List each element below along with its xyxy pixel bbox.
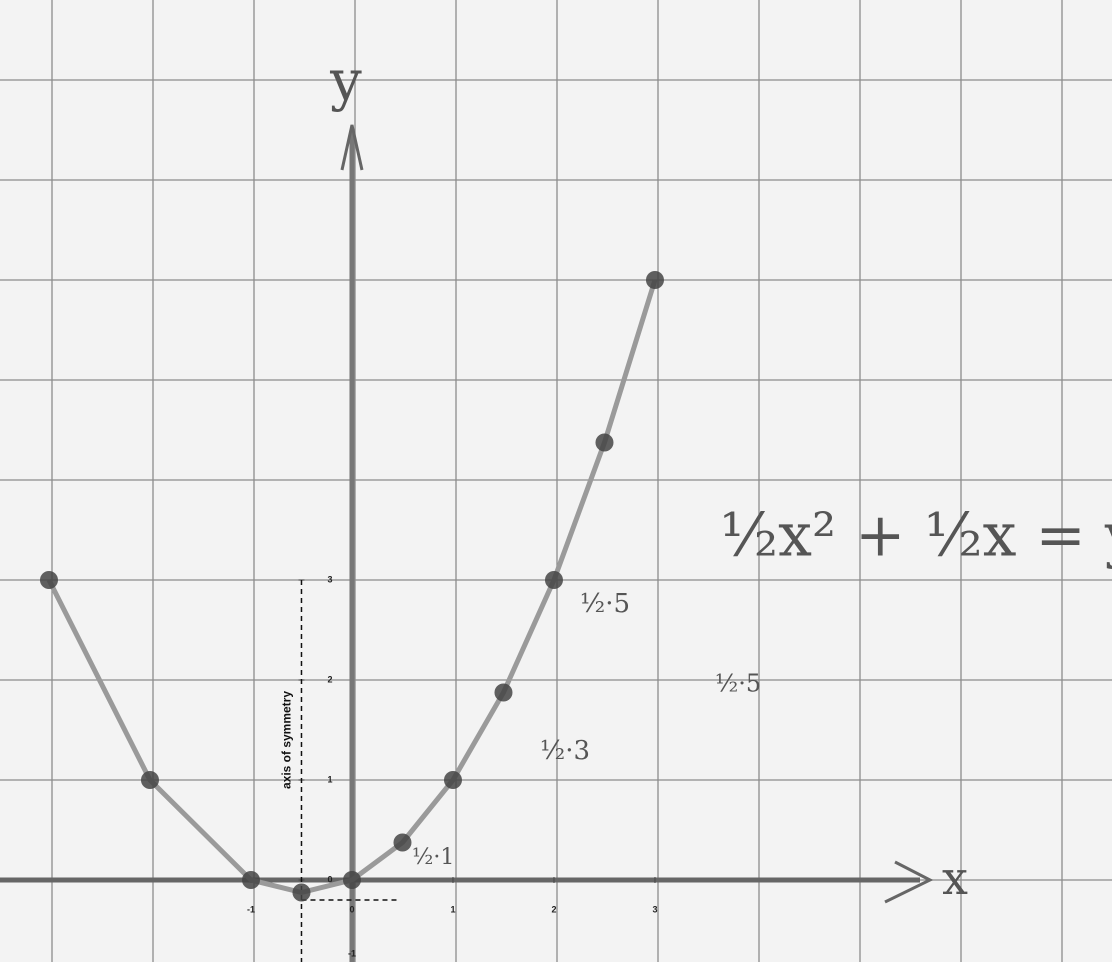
x-tick-label: 3 (652, 904, 657, 914)
symmetry-label: axis of symmetry (280, 691, 294, 789)
x-tick-label: 1 (450, 904, 455, 914)
point (443, 771, 462, 789)
annotation: ½·5 (715, 670, 761, 698)
x-tick-label: -1 (247, 904, 255, 914)
y-tick-label: 3 (327, 574, 332, 584)
point (645, 271, 664, 289)
point (39, 571, 58, 589)
x-axis-label: x (942, 851, 968, 905)
point (140, 771, 159, 789)
x-tick-label: 2 (551, 904, 556, 914)
point (342, 871, 361, 889)
y-tick-label: -1 (348, 948, 356, 958)
y-arrow (340, 124, 364, 171)
x-arrow (884, 860, 934, 904)
point (241, 871, 260, 889)
annotation: ½·5 (580, 589, 630, 619)
annotation: ½·1 (412, 845, 454, 870)
y-tick-label: 1 (327, 774, 332, 784)
x-tick-label: 0 (349, 904, 354, 914)
point (595, 433, 614, 452)
y-axis-label: y (329, 49, 362, 114)
y-tick-label: 2 (327, 674, 332, 684)
point (544, 571, 563, 589)
point (494, 683, 513, 702)
equation: ½x² + ½x = y (720, 501, 1112, 571)
annotation: ½·3 (540, 736, 590, 766)
point (393, 833, 412, 852)
point (292, 883, 311, 902)
y-tick-label: 0 (327, 874, 332, 884)
